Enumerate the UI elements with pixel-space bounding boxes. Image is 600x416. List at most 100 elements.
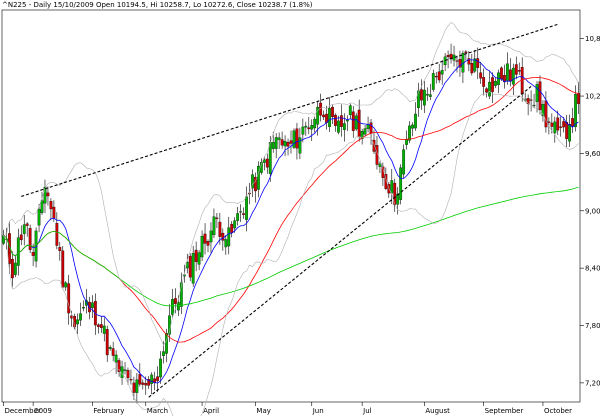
y-tick-label: 10,800 [585, 35, 600, 43]
candle-body [351, 111, 355, 131]
candle-body [70, 315, 74, 319]
candle-body [102, 325, 106, 334]
candle-body [19, 234, 23, 241]
candle-body [514, 64, 518, 75]
candle-body [138, 374, 142, 385]
candle-body [348, 105, 352, 116]
candle-body [55, 223, 59, 246]
candle-body [141, 382, 145, 385]
x-tick-label: Jun [312, 407, 324, 415]
candle-body [488, 81, 491, 97]
candle-body [420, 89, 423, 101]
candle-body [114, 354, 118, 363]
candle-body [408, 125, 411, 141]
candle-body [274, 137, 278, 149]
candle-body [22, 224, 26, 234]
candle-body [292, 130, 296, 148]
candle-body [265, 158, 269, 168]
candle-body [339, 115, 343, 127]
candle-body [76, 319, 79, 325]
candle-body [405, 139, 408, 145]
candle-body [440, 70, 444, 75]
candle-body [310, 125, 314, 130]
candle-body [289, 140, 293, 144]
candle-body [37, 208, 41, 226]
candle-body [446, 54, 450, 57]
candle-body [345, 119, 349, 122]
candle-body [470, 63, 474, 74]
candle-body [313, 118, 317, 129]
candle-body [301, 126, 305, 135]
plot-frame [1, 9, 581, 403]
candle-body [85, 300, 88, 306]
candle-body [191, 253, 195, 284]
candle-body [268, 142, 272, 174]
candle-body [218, 221, 222, 237]
candle-body [503, 75, 506, 83]
candle-body [117, 360, 121, 372]
candle-body [58, 247, 62, 251]
candle-body [337, 120, 340, 133]
candle-body [224, 239, 228, 248]
candle-body [342, 123, 346, 130]
candle-body [538, 81, 542, 110]
candle-body [129, 379, 133, 381]
candle-body [126, 370, 130, 379]
candle-body [417, 90, 420, 108]
ma_long-line [3, 186, 579, 307]
candle-body [307, 127, 311, 130]
candle-body [393, 182, 397, 205]
candle-body [550, 122, 554, 127]
candle-body [559, 126, 563, 128]
candle-body [283, 140, 287, 147]
candle-body [123, 369, 127, 371]
ma_short-line [3, 59, 579, 384]
candle-body [547, 121, 551, 123]
candle-body [577, 93, 580, 104]
candle-body [437, 71, 441, 81]
candle-body [132, 382, 136, 393]
candle-body [372, 139, 376, 152]
candle-body [485, 88, 489, 93]
candle-body [298, 137, 302, 154]
y-tick-label: 9,600 [585, 150, 600, 158]
candle-body [286, 142, 290, 147]
candle-body [532, 104, 536, 107]
candle-body [239, 211, 243, 213]
x-tick-label: Jul [362, 407, 372, 415]
candle-body [529, 99, 533, 101]
candle-body [179, 282, 183, 307]
candle-body [428, 94, 432, 97]
candle-body [105, 329, 109, 356]
candle-body [147, 379, 151, 386]
candle-body [194, 249, 198, 262]
candle-body [277, 137, 281, 140]
candle-body [414, 113, 417, 129]
candle-body [46, 192, 50, 197]
candle-body [227, 227, 231, 247]
candle-body [535, 84, 539, 102]
candle-body [544, 100, 548, 128]
candle-body [458, 58, 462, 68]
candle-body [553, 121, 557, 134]
candle-body [562, 121, 566, 128]
candle-body [556, 117, 560, 131]
candle-body [505, 63, 509, 81]
candle-body [203, 233, 207, 244]
candle-body [25, 223, 29, 226]
candle-body [434, 76, 438, 78]
candle-body [16, 237, 20, 266]
candle-body [171, 299, 174, 315]
y-tick-label: 8,400 [585, 265, 600, 273]
candle-body [411, 124, 414, 129]
candle-body [230, 223, 234, 233]
candle-body [390, 180, 394, 194]
candle-body [111, 348, 115, 356]
candle-body [245, 196, 248, 220]
candle-body [491, 77, 494, 92]
candle-body [242, 213, 245, 215]
candle-body [206, 241, 210, 246]
candle-body [508, 69, 512, 82]
x-tick-label: December [4, 407, 40, 415]
chart-title: ^N225 - Daily 15/10/2009 Open 10194.5, H… [2, 1, 313, 9]
